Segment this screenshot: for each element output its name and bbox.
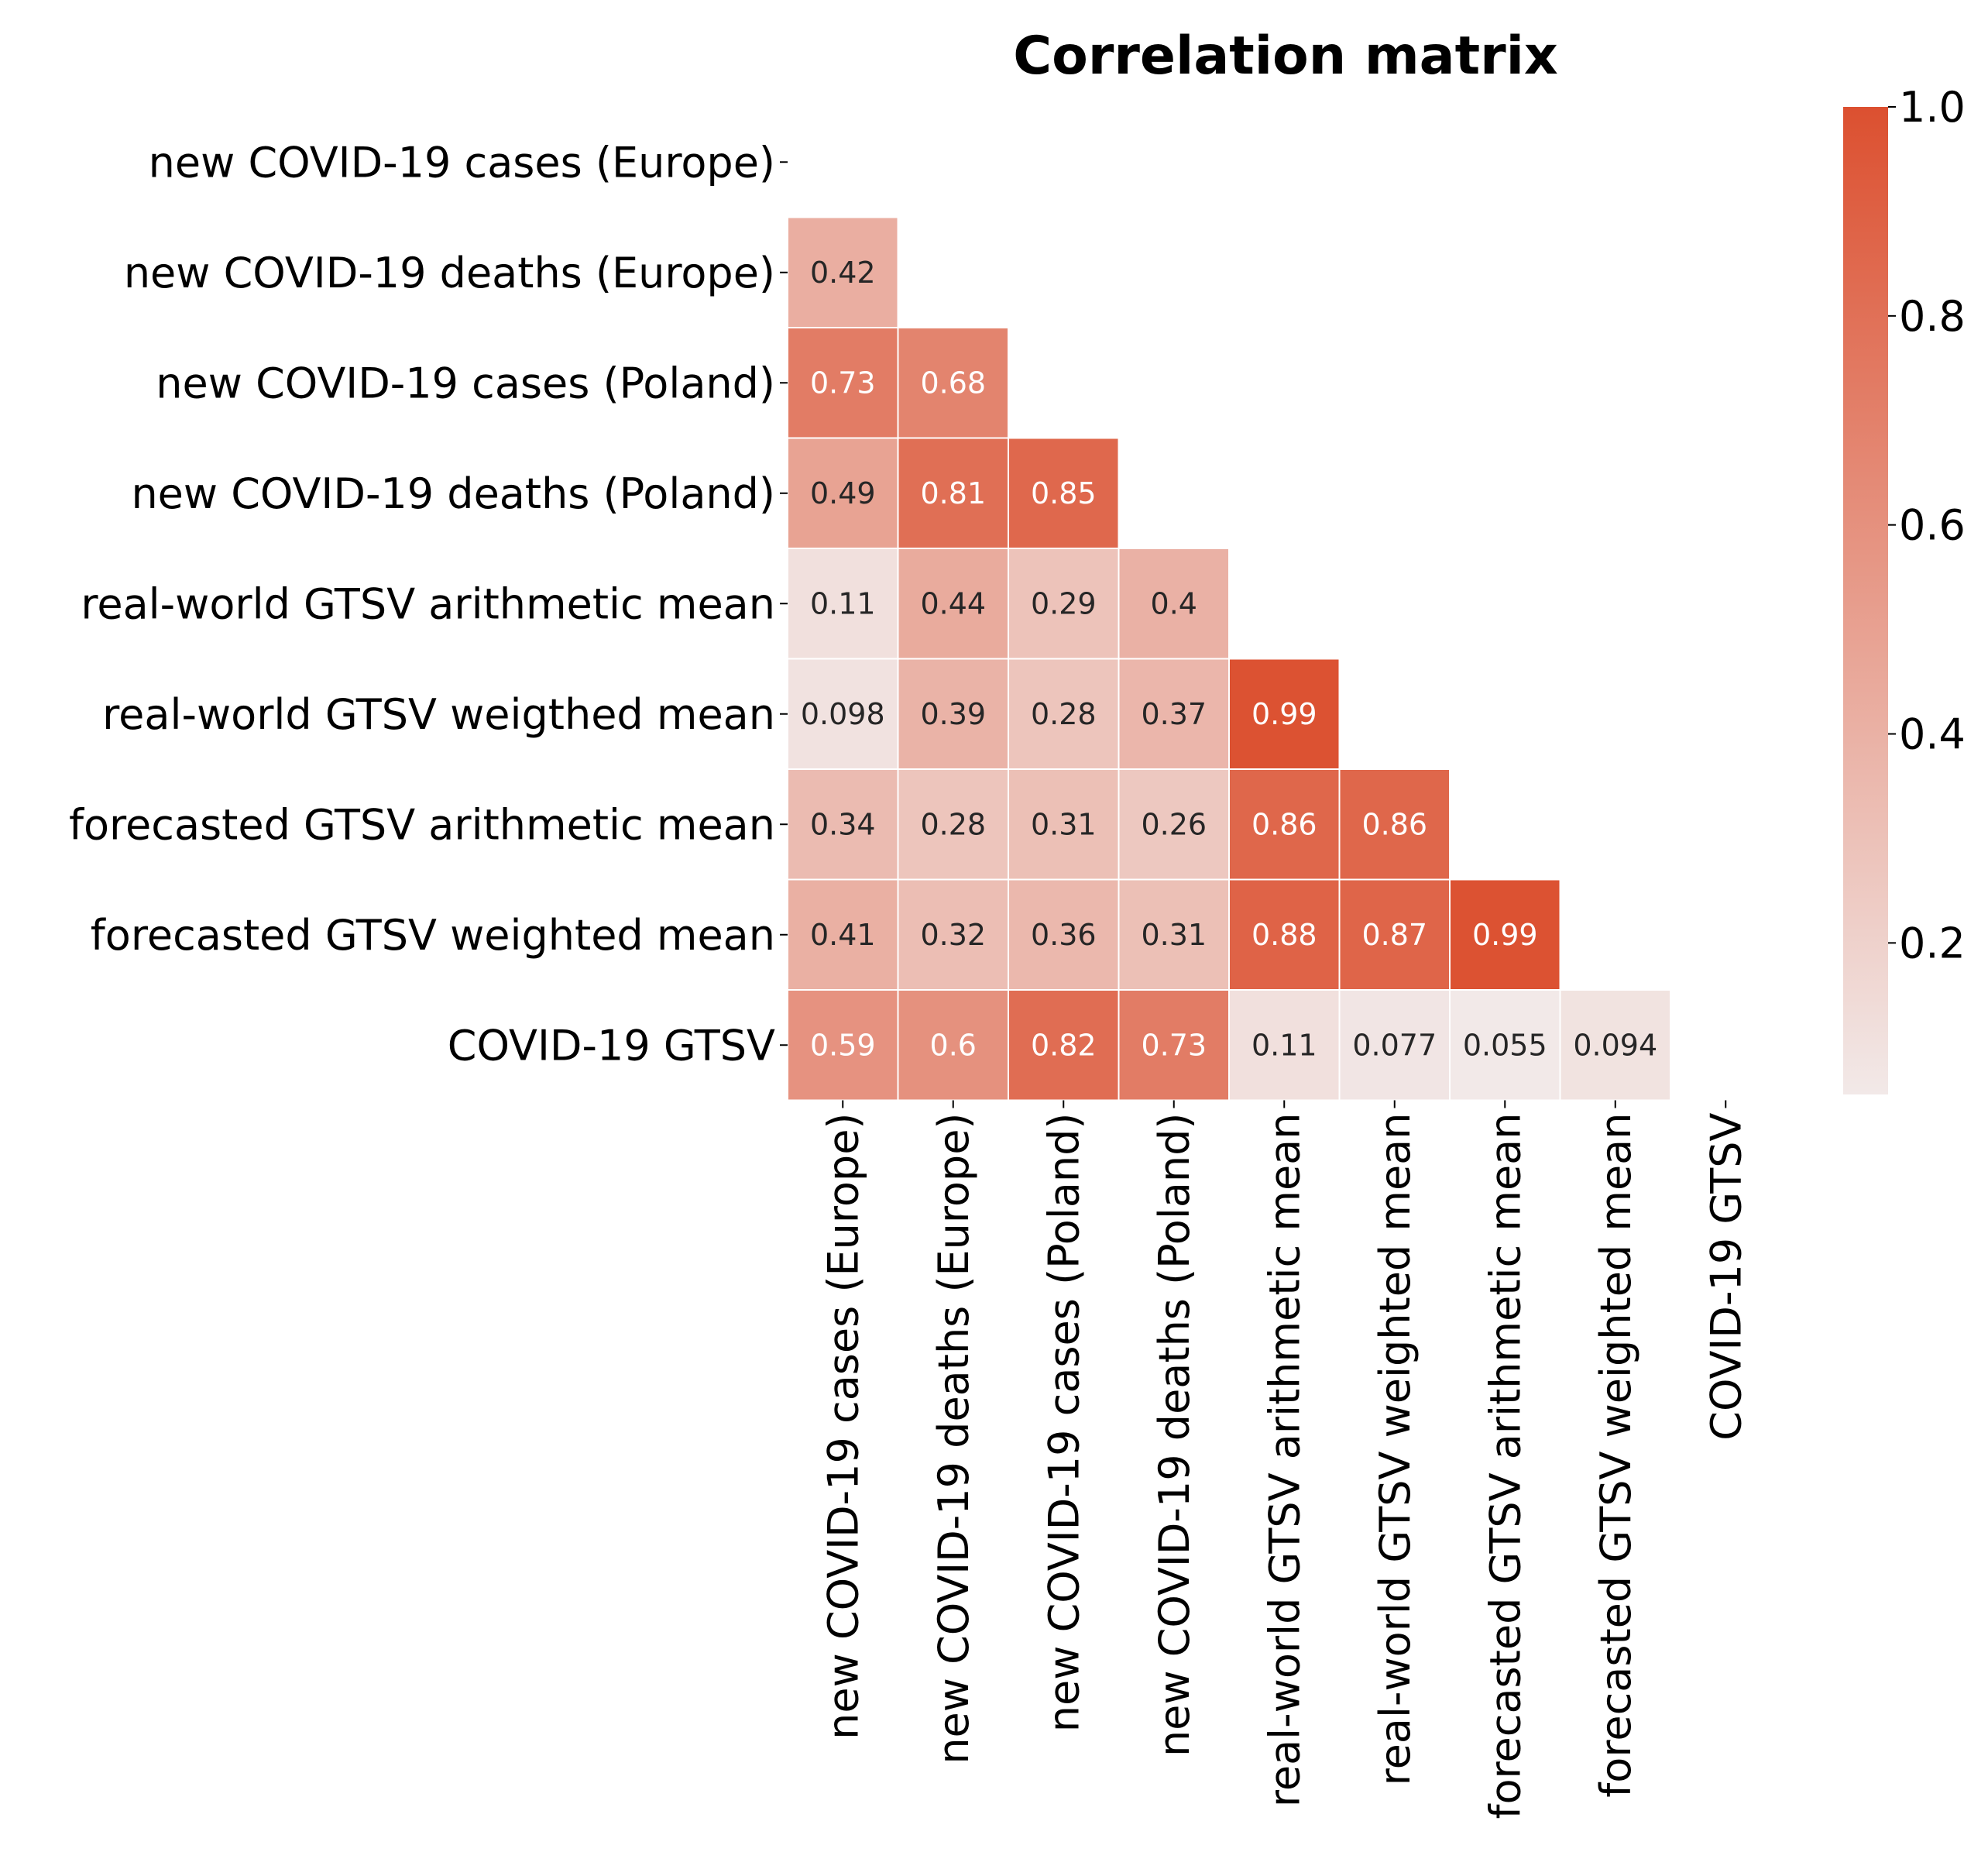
chart-title: Correlation matrix <box>1013 26 1558 87</box>
heatmap-cell <box>787 216 899 328</box>
x-axis-label: new COVID-19 deaths (Europe) <box>929 1113 978 1764</box>
x-axis-label: forecasted GTSV arithmetic mean <box>1481 1113 1530 1819</box>
colorbar-tick-label: 0.2 <box>1899 919 1966 967</box>
heatmap-cell <box>897 327 1009 439</box>
cell-value: 0.86 <box>1361 807 1427 841</box>
cell-value: 0.4 <box>1151 586 1197 620</box>
heatmap-cell <box>1008 989 1120 1101</box>
x-axis-label: real-world GTSV arithmetic mean <box>1260 1113 1309 1808</box>
colorbar: 0.2 0.4 0.6 0.8 1.0 <box>1843 83 1966 1094</box>
cell-value: 0.41 <box>810 918 876 952</box>
y-axis-label: new COVID-19 cases (Poland) <box>156 359 775 407</box>
heatmap-cell <box>897 878 1009 991</box>
cell-value: 0.85 <box>1031 476 1097 510</box>
cell-value: 0.82 <box>1031 1028 1097 1062</box>
cell-value: 0.88 <box>1252 918 1317 952</box>
x-axis-label: new COVID-19 cases (Poland) <box>1039 1113 1088 1733</box>
heatmap-cell <box>897 548 1009 660</box>
cell-value: 0.44 <box>920 586 986 620</box>
colorbar-tick-label: 0.4 <box>1899 710 1966 759</box>
cell-value: 0.31 <box>1141 918 1207 952</box>
cell-value: 0.73 <box>810 366 876 400</box>
cell-value: 0.99 <box>1472 918 1538 952</box>
cell-value: 0.99 <box>1252 697 1317 731</box>
y-axis-label: new COVID-19 deaths (Poland) <box>131 469 775 518</box>
cell-value: 0.34 <box>810 807 876 841</box>
cell-value: 0.28 <box>920 807 986 841</box>
heatmap-cell <box>897 768 1009 881</box>
cell-value: 0.11 <box>810 586 876 620</box>
heatmap-cell <box>1559 989 1671 1101</box>
heatmap-cell <box>787 327 899 439</box>
cell-value: 0.055 <box>1463 1028 1547 1062</box>
heatmap-cell <box>1228 658 1341 770</box>
heatmap-cell <box>1118 878 1230 991</box>
heatmap-cell <box>1228 768 1341 881</box>
heatmap-cell <box>1118 768 1230 881</box>
colorbar-tick-label: 0.6 <box>1899 501 1966 550</box>
cell-value: 0.094 <box>1573 1028 1657 1062</box>
cell-value: 0.098 <box>801 697 885 731</box>
cell-value: 0.39 <box>920 697 986 731</box>
heatmap-cell <box>1118 548 1230 660</box>
heatmap-cell <box>1008 768 1120 881</box>
cell-value: 0.37 <box>1141 697 1207 731</box>
colorbar-tick-label: 1.0 <box>1899 83 1966 132</box>
x-axis-label: real-world GTSV weighted mean <box>1371 1113 1420 1786</box>
heatmap-cell <box>1008 437 1120 549</box>
cell-value: 0.26 <box>1141 807 1207 841</box>
heatmap-cell <box>897 658 1009 770</box>
heatmap-cell <box>787 437 899 549</box>
x-axis-label: forecasted GTSV weighted mean <box>1591 1113 1640 1798</box>
cell-value: 0.28 <box>1031 697 1097 731</box>
colorbar-ticks: 0.2 0.4 0.6 0.8 1.0 <box>1888 83 1966 967</box>
cell-value: 0.29 <box>1031 586 1097 620</box>
heatmap-cell <box>1338 768 1451 881</box>
y-axis-label: new COVID-19 deaths (Europe) <box>124 249 775 297</box>
x-axis-labels: new COVID-19 cases (Europe) new COVID-19 … <box>819 1100 1750 1819</box>
x-axis-label: COVID-19 GTSV <box>1701 1112 1750 1440</box>
x-axis-label: new COVID-19 cases (Europe) <box>819 1113 867 1740</box>
cell-value: 0.36 <box>1031 918 1097 952</box>
heatmap-cell <box>787 989 899 1101</box>
heatmap-cell <box>1449 989 1561 1101</box>
cell-value: 0.077 <box>1352 1028 1437 1062</box>
cell-value: 0.42 <box>810 256 876 290</box>
cell-value: 0.68 <box>920 366 986 400</box>
cell-value: 0.59 <box>810 1028 876 1062</box>
cell-value: 0.87 <box>1361 918 1427 952</box>
cell-value: 0.81 <box>920 476 986 510</box>
cell-value: 0.73 <box>1141 1028 1207 1062</box>
cell-value: 0.11 <box>1252 1028 1317 1062</box>
heatmap-cell <box>1338 878 1451 991</box>
colorbar-tick-label: 0.8 <box>1899 292 1966 341</box>
colorbar-gradient <box>1843 107 1888 1094</box>
cell-value: 0.31 <box>1031 807 1097 841</box>
x-axis-label: new COVID-19 deaths (Poland) <box>1150 1113 1199 1757</box>
y-axis-label: forecasted GTSV weighted mean <box>91 911 775 960</box>
cell-value: 0.6 <box>930 1028 977 1062</box>
y-axis-label: forecasted GTSV arithmetic mean <box>69 800 775 849</box>
heatmap-cells: 0.42 0.73 0.68 0.49 0.81 0.85 0.11 0.44 0.29 0.4 0… <box>787 216 1671 1101</box>
heatmap-cell <box>787 878 899 991</box>
heatmap-cell <box>1118 658 1230 770</box>
cell-value: 0.86 <box>1252 807 1317 841</box>
y-axis-label: new COVID-19 cases (Europe) <box>149 138 775 187</box>
y-axis-labels: new COVID-19 cases (Europe) new COVID-19 … <box>69 138 788 1070</box>
y-axis-label: real-world GTSV arithmetic mean <box>81 579 775 628</box>
cell-value: 0.49 <box>810 476 876 510</box>
y-axis-label: real-world GTSV weigthed mean <box>102 690 775 739</box>
y-axis-label: COVID-19 GTSV <box>448 1021 775 1070</box>
heatmap-cell <box>1449 878 1561 991</box>
cell-value: 0.32 <box>920 918 986 952</box>
